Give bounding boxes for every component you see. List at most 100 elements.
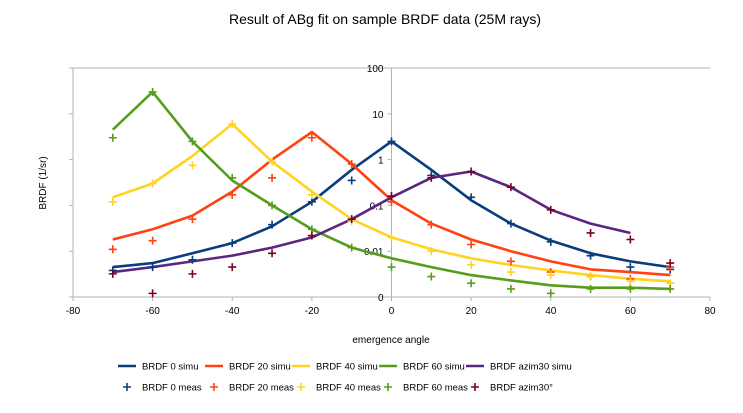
x-tick-label: 40 (545, 306, 557, 317)
legend-label: BRDF 60 simu (403, 362, 465, 373)
legend-item: BRDF 60 simu (379, 362, 465, 373)
data-point (626, 284, 635, 293)
data-point (228, 119, 237, 128)
legend-label: BRDF 20 simu (229, 362, 291, 373)
data-point (188, 137, 197, 146)
data-point (427, 220, 436, 229)
data-point (586, 228, 595, 237)
data-point (546, 237, 555, 246)
data-point (188, 161, 197, 170)
legend-label: BRDF azim30 simu (490, 362, 572, 373)
data-point (586, 284, 595, 293)
data-point (268, 220, 277, 229)
x-tick-label: 80 (704, 306, 716, 317)
data-point (467, 193, 476, 202)
series-layer (108, 87, 675, 298)
data-point (546, 205, 555, 214)
data-point (666, 259, 675, 268)
data-point (467, 279, 476, 288)
y-tick-label: 100 (367, 64, 384, 75)
legend-item: BRDF 60 meas (384, 383, 468, 394)
data-point (108, 133, 117, 142)
data-point (506, 257, 515, 266)
data-point (387, 233, 396, 242)
data-point (427, 272, 436, 281)
series-brdf-azim30-simu (112, 170, 631, 274)
data-point (307, 133, 316, 142)
data-point (387, 137, 396, 146)
data-point (467, 167, 476, 176)
y-axis-title: BRDF (1/sr) (38, 156, 49, 209)
data-point (188, 269, 197, 278)
data-point (307, 197, 316, 206)
legend-item: BRDF 20 meas (210, 383, 294, 394)
legend-item: BRDF 20 simu (205, 362, 291, 373)
y-tick-label: 1 (378, 156, 384, 167)
data-point (188, 255, 197, 264)
legend-item: BRDF azim30 simu (466, 362, 572, 373)
data-point (427, 247, 436, 256)
legend: BRDF 0 simu BRDF 20 simu BRDF 40 simu BRDF … (118, 362, 572, 394)
data-point (586, 272, 595, 281)
x-tick-label: -60 (145, 306, 160, 317)
legend-label: BRDF 20 meas (229, 383, 294, 394)
data-point (268, 249, 277, 258)
data-point (268, 173, 277, 182)
x-tick-label: -40 (225, 306, 240, 317)
x-axis-title: emergence angle (352, 335, 430, 346)
legend-label: BRDF azim30° (490, 383, 553, 394)
data-point (188, 215, 197, 224)
y-tick-label: 0 (378, 293, 384, 304)
legend-swatch-marker (471, 383, 479, 391)
legend-swatch-marker (210, 383, 218, 391)
data-point (148, 263, 157, 272)
data-point (347, 160, 356, 169)
series-brdf-azim30- (108, 167, 675, 298)
data-point (546, 271, 555, 280)
data-point (467, 240, 476, 249)
data-point (108, 269, 117, 278)
data-point (108, 197, 117, 206)
data-point (307, 190, 316, 199)
data-point (506, 284, 515, 293)
legend-item: BRDF 0 simu (118, 362, 198, 373)
data-point (626, 277, 635, 286)
data-point (626, 235, 635, 244)
x-tick-label: 20 (466, 306, 478, 317)
data-point (387, 192, 396, 201)
data-point (148, 236, 157, 245)
data-point (347, 243, 356, 252)
legend-label: BRDF 0 meas (142, 383, 202, 394)
series-line (112, 170, 631, 274)
legend-label: BRDF 0 simu (142, 362, 198, 373)
series-line (111, 90, 671, 291)
y-tick-label: 10 (372, 110, 384, 121)
series-brdf-60-simu (111, 90, 671, 291)
x-tick-label: -20 (305, 306, 320, 317)
chart-title: Result of ABg fit on sample BRDF data (2… (229, 11, 541, 27)
x-tick-label: 0 (389, 306, 395, 317)
data-point (148, 179, 157, 188)
data-point (347, 176, 356, 185)
legend-item: BRDF azim30° (471, 383, 553, 394)
legend-swatch-marker (297, 383, 305, 391)
legend-item: BRDF 40 simu (292, 362, 378, 373)
data-point (268, 201, 277, 210)
data-point (228, 190, 237, 199)
data-point (506, 219, 515, 228)
legend-label: BRDF 60 meas (403, 383, 468, 394)
data-point (467, 260, 476, 269)
data-point (626, 263, 635, 272)
legend-item: BRDF 0 meas (123, 383, 202, 394)
data-point (506, 268, 515, 277)
data-point (148, 87, 157, 96)
data-point (666, 284, 675, 293)
data-point (148, 289, 157, 298)
legend-label: BRDF 40 simu (316, 362, 378, 373)
data-point (506, 183, 515, 192)
data-point (228, 173, 237, 182)
data-point (108, 245, 117, 254)
